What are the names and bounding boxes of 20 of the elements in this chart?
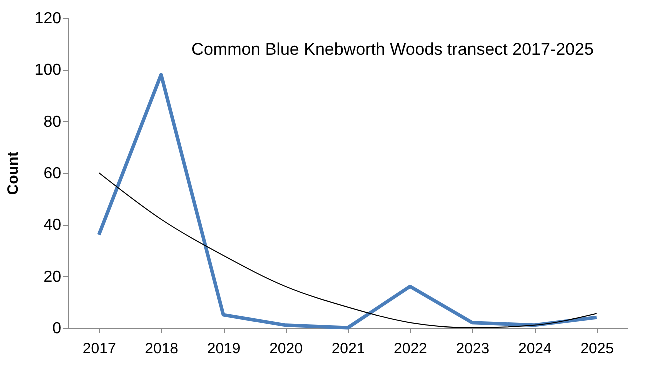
x-tick-label: 2021 [332,340,366,358]
y-tick-label: 20 [44,268,62,286]
x-tick-label: 2019 [207,340,241,358]
x-tick-label: 2025 [580,340,614,358]
y-tick-label: 60 [44,166,62,182]
line-series [97,73,599,330]
y-tick-label: 0 [52,320,62,338]
x-tick-label: 2018 [145,340,179,358]
line-series [98,172,598,328]
x-tick-label: 2024 [518,340,552,358]
y-axis-title: Count [4,152,22,196]
y-tick-label: 100 [34,62,62,80]
x-tick-label: 2023 [456,340,490,358]
text: Common Blue Knebworth Woods transect 2017-2025 [192,40,594,59]
y-tick-label: 120 [34,10,62,28]
y-tick-label: 40 [44,217,62,234]
x-tick-label: 2022 [394,340,428,358]
x-tick-label: 2017 [82,340,116,358]
x-tick-label: 2020 [270,340,303,358]
y-tick-label: 80 [44,114,62,131]
